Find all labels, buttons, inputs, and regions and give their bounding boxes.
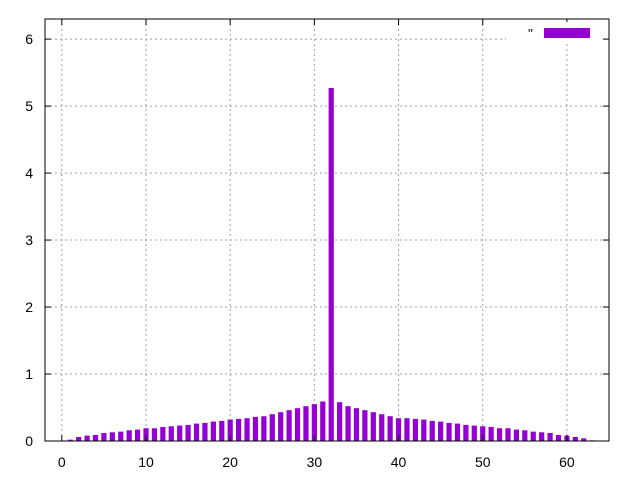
bar [236,418,242,441]
bar [84,435,90,441]
bar [370,412,376,441]
bar [446,422,452,441]
bar [177,425,183,441]
y-tick-label: 4 [25,165,33,181]
x-tick-label: 30 [307,454,323,470]
bar [471,425,477,441]
bar [92,434,99,441]
bar [193,423,200,441]
bar [101,432,107,441]
bar [505,428,511,441]
bar [555,434,562,441]
bar [530,431,536,441]
grid [45,19,609,441]
bar [404,418,410,441]
legend-label: '' [528,26,533,41]
bar [353,408,360,441]
bar [488,426,494,441]
bar [67,439,73,441]
bar [328,87,334,442]
bar [345,406,351,441]
bar [547,432,553,441]
y-tick-label: 3 [25,232,33,248]
x-tick-label: 40 [391,454,407,470]
bar [303,406,309,441]
bar [387,416,393,441]
bar [160,426,166,441]
legend-swatch [544,28,590,38]
bar [143,428,149,441]
bar [429,420,435,441]
bar [252,416,259,441]
bar [185,424,191,441]
bar [522,430,528,441]
bar [337,402,343,441]
bar [539,432,545,441]
x-tick-label: 50 [475,454,491,470]
y-tick-label: 5 [25,98,33,114]
bar [286,410,292,441]
y-tick-label: 6 [25,31,33,47]
bar [278,412,284,441]
bar [513,429,520,441]
bar [496,428,503,441]
bar [219,420,225,441]
bar [134,429,141,441]
x-tick-label: 10 [138,454,154,470]
x-tick-label: 20 [222,454,238,470]
bar [227,419,233,441]
bar [202,422,208,441]
bar [109,432,115,441]
bar [463,424,469,441]
plot-frame [44,18,610,442]
bar [438,421,444,441]
bar [294,408,301,441]
y-tick-label: 1 [25,366,33,382]
bar [480,426,486,441]
y-tick-label: 0 [25,433,33,449]
bar [421,419,427,441]
bar [126,430,132,441]
bar [118,431,124,441]
bar [572,436,578,441]
bar [379,414,385,441]
bar [581,438,587,441]
bar [151,428,158,441]
bar [311,404,317,441]
bar-series [67,87,595,442]
bar [454,423,461,441]
bar [412,418,418,441]
bar [261,416,267,441]
bar [210,421,216,441]
bar [362,410,368,441]
x-tick-label: 0 [58,454,66,470]
bar [269,414,275,441]
bar [168,426,174,441]
bar [395,418,402,441]
bar [76,436,82,441]
y-tick-label: 2 [25,299,33,315]
legend: '' [506,22,602,44]
bar [244,418,250,441]
bar [320,401,326,441]
x-tick-label: 60 [559,454,575,470]
